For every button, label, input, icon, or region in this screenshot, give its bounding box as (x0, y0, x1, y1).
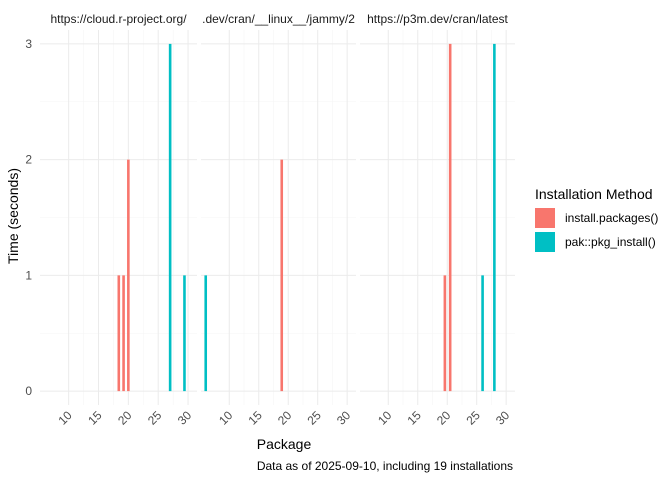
panel-title-2: .dev/cran/__linux__/jammy/2 (202, 12, 355, 26)
x-axis-title: Package (257, 436, 312, 452)
y-tick-label: 0 (25, 384, 32, 398)
x-tick-label: 10 (55, 408, 75, 428)
bar-install-packages (280, 159, 284, 392)
panel-title-3: https://p3m.dev/cran/latest (367, 12, 508, 26)
panel-title-1: https://cloud.r-project.org/ (50, 12, 187, 26)
y-tick-label: 1 (25, 268, 32, 282)
x-tick-label: 30 (334, 408, 354, 428)
bar-pak-pkg-install (493, 43, 496, 392)
legend-label-pak-pkg-install: pak::pkg_install() (565, 235, 656, 249)
panels: https://cloud.r-project.org/10 15 20 25 30 0 1… (25, 12, 515, 428)
y-tick-label: 3 (25, 37, 32, 51)
legend-key-pak-pkg-install (535, 232, 555, 252)
bar-install-packages (122, 275, 125, 392)
x-tick-label: 15 (405, 408, 425, 428)
x-tick-label: 10 (216, 408, 236, 428)
panel-3: https://p3m.dev/cran/latest 10 15 20 25 30 (360, 12, 515, 428)
legend-title: Installation Method (535, 186, 653, 202)
panel-1: https://cloud.r-project.org/10 15 20 25 30 0 1… (25, 12, 197, 428)
x-tick-label: 25 (145, 408, 165, 428)
y-tick-label: 2 (25, 153, 32, 167)
bar-pak-pkg-install (183, 275, 186, 392)
bar-install-packages (443, 275, 447, 392)
bar-install-packages (127, 159, 130, 392)
x-tick-label: 25 (304, 408, 324, 428)
y-axis-title: Time (seconds) (5, 168, 21, 264)
x-tick-label: 10 (375, 408, 395, 428)
x-tick-label: 30 (175, 408, 195, 428)
x-tick-label: 20 (115, 408, 135, 428)
x-tick-label: 30 (493, 408, 513, 428)
x-tick-label: 15 (85, 408, 105, 428)
legend-label-install-packages: install.packages() (565, 211, 658, 225)
x-tick-label: 25 (463, 408, 483, 428)
bar-pak-pkg-install (204, 275, 208, 392)
caption: Data as of 2025-09-10, including 19 inst… (257, 459, 513, 473)
legend: Installation Method install.packages() p… (535, 186, 658, 252)
bar-install-packages (117, 275, 121, 392)
bar-install-packages (448, 43, 452, 392)
x-tick-label: 20 (275, 408, 295, 428)
x-tick-label: 15 (246, 408, 266, 428)
bar-pak-pkg-install (168, 43, 172, 392)
x-tick-label: 20 (434, 408, 454, 428)
bar-pak-pkg-install (481, 275, 484, 392)
legend-key-install-packages (535, 208, 555, 228)
panel-2: .dev/cran/__linux__/jammy/2 10 15 20 25 30 (201, 12, 356, 428)
